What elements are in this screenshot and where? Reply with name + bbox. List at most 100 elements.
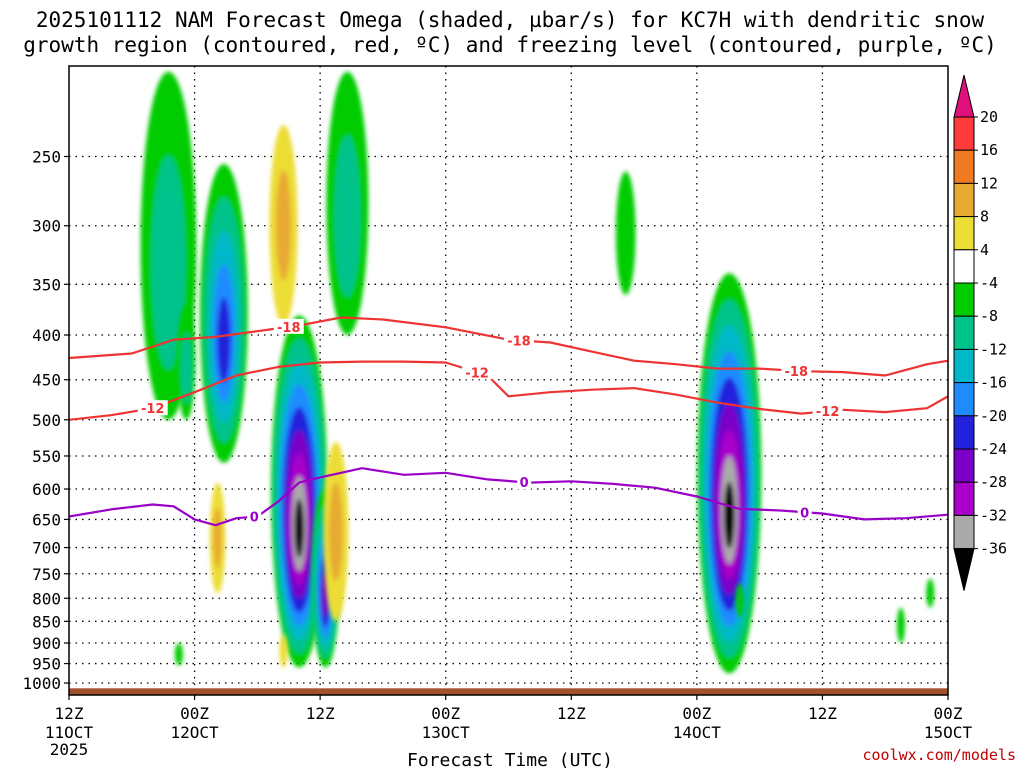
contour-label-2-1: 0 <box>520 476 529 491</box>
x-tick-label-0-l3: 2025 <box>50 740 89 759</box>
colorbar-label-11: -28 <box>980 473 1007 491</box>
colorbar-label-8: -16 <box>980 374 1007 392</box>
colorbar-swatch-10 <box>953 415 975 450</box>
chart-title-line-2: growth region (contoured, red, ºC) and f… <box>23 33 997 57</box>
omega-cell-3-level-8 <box>294 498 304 558</box>
omega-shading <box>140 71 935 674</box>
contour-label-1-2: -12 <box>816 405 840 420</box>
contour-label-bg-0-0 <box>273 318 304 334</box>
omega-cell-13-level-1 <box>213 507 222 569</box>
contour-label-bg-2-0 <box>247 508 262 524</box>
omega-cell-10-level-0 <box>896 607 905 644</box>
contour-line-0 <box>69 316 948 377</box>
x-tick-label-48-l1: 12Z <box>557 704 586 723</box>
x-tick-label-12-l2: 12OCT <box>170 723 219 742</box>
x-tick-label-84-l1: 00Z <box>934 704 963 723</box>
omega-cell-7 <box>697 273 762 674</box>
omega-cell-12-level-1 <box>275 169 292 281</box>
omega-cell-11 <box>926 578 935 608</box>
x-tick-label-12-l1: 00Z <box>180 704 209 723</box>
contour-label-1-0: -12 <box>141 402 165 417</box>
y-tick-label-700: 700 <box>32 539 61 558</box>
omega-cell-1 <box>199 164 248 463</box>
x-tick-label-60-l1: 00Z <box>682 704 711 723</box>
colorbar-swatch-7 <box>953 315 975 350</box>
credit-link[interactable]: coolwx.com/models <box>862 746 1016 764</box>
colorbar-swatch-13 <box>953 514 975 550</box>
x-tick-label-84-l2: 15OCT <box>924 723 973 742</box>
omega-cell-11-level-0 <box>926 578 935 608</box>
y-tick-label-600: 600 <box>32 480 61 499</box>
colorbar-swatch-12 <box>953 481 975 516</box>
contour-label-bg-2-1 <box>517 474 532 490</box>
contour-label-0-1: -18 <box>507 334 531 349</box>
omega-cell-10 <box>896 607 905 644</box>
contour-label-2-2: 0 <box>800 506 809 521</box>
x-tick-label-72-l1: 12Z <box>808 704 837 723</box>
y-tick-label-850: 850 <box>32 612 61 631</box>
omega-cell-6-level-0 <box>615 171 636 295</box>
omega-cell-7-level-8 <box>723 481 735 549</box>
omega-cell-9 <box>735 583 744 617</box>
colorbar-label-10: -24 <box>980 440 1007 458</box>
y-tick-label-550: 550 <box>32 447 61 466</box>
colorbar-swatch-11 <box>953 448 975 483</box>
colorbar-label-6: -8 <box>980 307 998 325</box>
plot-frame <box>68 65 949 696</box>
contour-label-bg-1-1 <box>462 364 493 380</box>
colorbar-legend: 20 16 12 8 4 -4 -8 -12 -16 -20 -24 -28 -32 -36 <box>953 74 1007 591</box>
colorbar-label-3: 8 <box>980 208 989 226</box>
y-tick-label-800: 800 <box>32 589 61 608</box>
omega-cell-15 <box>279 634 288 668</box>
contour-label-1-1: -12 <box>465 366 489 381</box>
omega-cell-14 <box>323 441 349 622</box>
contour-label-0-0: -18 <box>277 321 301 336</box>
colorbar-label-9: -20 <box>980 407 1007 425</box>
omega-cell-2 <box>177 305 196 420</box>
chart-title-line-1: 2025101112 NAM Forecast Omega (shaded, µ… <box>36 8 985 32</box>
y-tick-label-750: 750 <box>32 565 61 584</box>
x-tick-label-36-l1: 00Z <box>431 704 460 723</box>
omega-cell-15-level-0 <box>279 634 288 668</box>
y-tick-label-950: 950 <box>32 655 61 674</box>
x-tick-label-36-l2: 13OCT <box>422 723 471 742</box>
omega-cell-8-level-0 <box>174 643 183 666</box>
gridlines <box>69 66 948 695</box>
colorbar-swatch-0 <box>953 74 975 118</box>
x-tick-label-24-l1: 12Z <box>306 704 335 723</box>
y-tick-label-300: 300 <box>32 217 61 236</box>
y-tick-label-500: 500 <box>32 411 61 430</box>
omega-cell-0-level-1 <box>151 155 186 370</box>
colorbar-label-0: 20 <box>980 108 998 126</box>
contour-label-bg-1-2 <box>812 403 843 419</box>
y-tick-label-650: 650 <box>32 510 61 529</box>
colorbar-swatch-4 <box>953 216 975 251</box>
colorbar-swatch-5 <box>953 249 975 284</box>
omega-cell-12 <box>269 124 298 326</box>
x-tick-label-0-l2: 11OCT <box>45 723 94 742</box>
colorbar-swatch-8 <box>953 348 975 384</box>
omega-cell-14-level-1 <box>328 482 343 581</box>
omega-cell-9-level-0 <box>735 583 744 617</box>
contour-label-bg-1-0 <box>137 400 168 416</box>
colorbar-label-13: -36 <box>980 540 1007 558</box>
y-tick-label-900: 900 <box>32 634 61 653</box>
colorbar-swatch-14 <box>953 548 975 591</box>
omega-cell-6 <box>615 171 636 295</box>
y-axis: 250 300 350 400 450 500 550 600 650 700 750 800 850 9… <box>22 147 69 693</box>
colorbar-swatch-6 <box>953 282 975 317</box>
omega-cell-13 <box>209 482 226 594</box>
x-tick-label-0-l1: 12Z <box>55 704 84 723</box>
x-axis-label: Forecast Time (UTC) <box>407 750 613 768</box>
contour-label-0-2: -18 <box>785 365 809 380</box>
contour-line-2 <box>69 467 948 527</box>
colorbar-label-5: -4 <box>980 274 998 292</box>
omega-cell-8 <box>174 643 183 666</box>
terrain-band <box>69 688 948 695</box>
colorbar-label-4: 4 <box>980 241 989 259</box>
omega-cell-5 <box>326 71 369 336</box>
colorbar-label-12: -32 <box>980 506 1007 524</box>
colorbar-swatch-3 <box>953 182 975 218</box>
